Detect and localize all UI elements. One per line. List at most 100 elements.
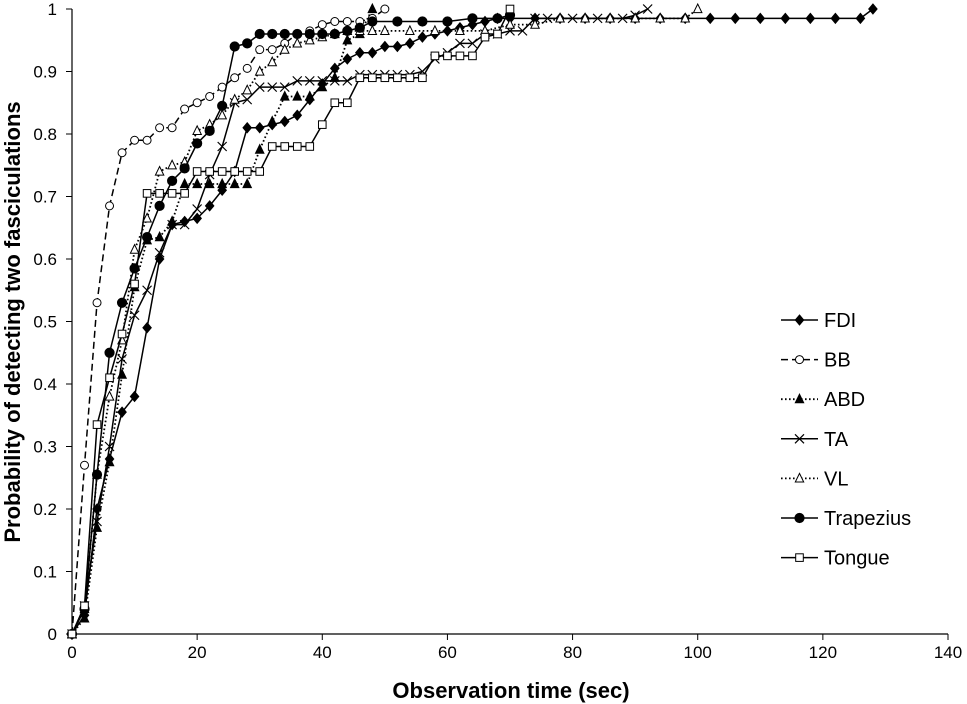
- data-point-tongue: [192, 167, 202, 176]
- data-point-vl: [167, 159, 178, 170]
- data-point-tongue: [217, 167, 227, 176]
- legend-entry-abd: ABD: [781, 389, 865, 411]
- data-point-bb: [142, 135, 152, 145]
- data-point-ta: [92, 516, 102, 527]
- data-point-abd: [154, 230, 165, 242]
- data-point-tongue: [130, 279, 139, 289]
- data-point-vl: [655, 12, 666, 23]
- series-abd: [66, 2, 378, 639]
- x-marker-stroke: [167, 219, 178, 230]
- data-point-trapezius: [91, 469, 103, 480]
- data-point-fdi: [117, 406, 127, 418]
- legend-label-trapezius: Trapezius: [824, 508, 911, 530]
- data-point-abd: [229, 177, 240, 189]
- y-tick-label: 0.1: [33, 563, 57, 582]
- legend-label-tongue: Tongue: [824, 548, 890, 570]
- data-point-abd: [304, 90, 315, 101]
- x-tick-label: 60: [438, 643, 457, 662]
- data-point-bb: [242, 63, 252, 73]
- data-point-abd: [342, 34, 353, 45]
- data-point-bb: [130, 135, 140, 145]
- data-point-ta: [142, 285, 153, 296]
- data-point-vl: [254, 65, 265, 76]
- x-tick-label: 80: [563, 643, 582, 662]
- data-point-bb: [80, 460, 90, 470]
- legend-marker-tongue: [795, 553, 804, 562]
- series-line-fdi: [71, 8, 874, 635]
- data-point-trapezius: [467, 13, 478, 24]
- data-point-tongue: [142, 189, 152, 198]
- data-point-ta: [179, 219, 190, 230]
- data-point-vl: [104, 390, 115, 401]
- legend-marker-abd: [794, 393, 805, 404]
- legend-label-ta: TA: [824, 429, 849, 451]
- data-point-fdi: [755, 12, 766, 25]
- data-point-vl: [630, 12, 641, 23]
- x-tick-label: 0: [67, 643, 76, 662]
- data-point-fdi: [417, 31, 428, 43]
- data-point-vl: [142, 212, 153, 223]
- data-point-vl: [404, 24, 415, 35]
- data-point-fdi: [868, 3, 878, 15]
- x-marker-stroke: [517, 25, 528, 36]
- data-point-trapezius: [167, 175, 178, 186]
- data-point-trapezius: [154, 200, 165, 211]
- series-line-tongue: [71, 8, 511, 635]
- data-point-abd: [367, 2, 378, 14]
- axes: 0 20 40 60 80 100 120 140 0 0.1 0.2 0.3 0.4 0.5 0.6 0.7…: [33, 0, 962, 662]
- data-point-ta: [242, 94, 253, 105]
- data-point-tongue: [480, 32, 490, 42]
- data-point-tongue: [355, 73, 365, 83]
- data-point-bb: [180, 104, 190, 114]
- data-point-tongue: [155, 189, 164, 198]
- legend-entry-tongue: Tongue: [781, 548, 890, 570]
- data-point-abd: [317, 80, 328, 92]
- x-marker-stroke: [292, 75, 303, 86]
- data-point-bb: [167, 123, 177, 133]
- x-marker-stroke: [467, 38, 478, 49]
- data-point-ta: [154, 247, 165, 258]
- data-point-bb: [330, 17, 340, 26]
- x-marker-stroke: [92, 516, 102, 527]
- data-point-vl: [292, 37, 303, 48]
- data-point-ta: [254, 82, 265, 93]
- data-point-vl: [154, 165, 165, 176]
- data-point-fdi: [279, 115, 290, 128]
- data-point-vl: [129, 243, 140, 254]
- data-point-fdi: [254, 121, 265, 134]
- y-tick-label: 0.6: [33, 250, 57, 269]
- data-point-vl: [379, 24, 390, 35]
- data-point-tongue: [230, 167, 239, 176]
- data-point-vl: [692, 2, 703, 14]
- data-point-tongue: [405, 73, 415, 83]
- data-point-tongue: [380, 73, 390, 83]
- data-point-ta: [329, 75, 340, 86]
- x-marker-stroke: [192, 204, 203, 214]
- data-point-ta: [267, 82, 278, 93]
- data-point-bb: [155, 123, 165, 133]
- data-point-tongue: [393, 73, 402, 83]
- data-point-vl: [242, 84, 253, 95]
- data-point-bb: [105, 201, 115, 211]
- x-tick-label: 120: [809, 643, 837, 662]
- data-point-trapezius: [492, 13, 503, 24]
- y-tick-label: 0.8: [33, 125, 57, 144]
- data-point-fdi: [179, 215, 190, 228]
- legend-entry-bb: BB: [781, 350, 851, 372]
- data-point-tongue: [180, 189, 189, 198]
- data-point-fdi: [730, 12, 741, 25]
- data-point-fdi: [154, 253, 165, 265]
- data-point-fdi: [805, 12, 816, 25]
- data-point-vl: [680, 12, 691, 23]
- data-point-trapezius: [254, 28, 265, 40]
- data-point-fdi: [405, 37, 415, 50]
- data-point-tongue: [418, 73, 427, 83]
- data-point-abd: [79, 612, 90, 623]
- data-point-abd: [179, 177, 190, 189]
- data-point-tongue: [443, 51, 452, 61]
- data-point-trapezius: [141, 232, 153, 243]
- x-marker-stroke: [642, 4, 653, 14]
- data-point-tongue: [343, 98, 352, 108]
- data-point-trapezius: [392, 16, 403, 27]
